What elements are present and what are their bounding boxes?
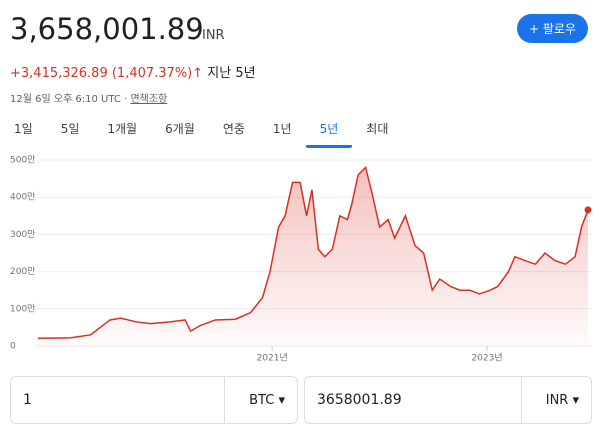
range-tabs: 1일 5일 1개월 6개월 연중 1년 5년 최대 [0, 116, 402, 148]
from-currency[interactable]: BTC ▾ [224, 377, 297, 423]
range-tab[interactable]: 최대 [366, 122, 389, 136]
last-point [584, 206, 592, 214]
range-tab[interactable]: 6개월 [165, 122, 195, 136]
y-tick-label: 400만 [10, 192, 35, 203]
price: 3,658,001.89 [10, 12, 204, 46]
currency: INR [202, 28, 225, 43]
to-label[interactable]: INR [545, 392, 569, 408]
y-tick-label: 500만 [10, 155, 35, 166]
x-tick-label: 2023년 [471, 353, 502, 364]
range-tab[interactable]: 1일 [14, 122, 33, 136]
range-tab[interactable]: 5일 [60, 122, 80, 136]
y-tick-label: 200만 [10, 266, 35, 277]
change-value: +3,415,326.89 (1,407.37%) [10, 66, 193, 81]
y-tick-label: 0 [10, 342, 16, 352]
x-tick-label: 2021년 [257, 353, 288, 364]
timestamp: 12월 6일 오후 6:10 UTC [10, 94, 121, 105]
amount-box[interactable]: 1 BTC ▾ [10, 376, 298, 424]
result[interactable]: 3658001.89 [317, 392, 402, 408]
chart: 0 100만 200만 300만 400만 500만 2021년 2023년 [10, 155, 592, 364]
y-tick-label: 300만 [10, 229, 35, 240]
result-box[interactable]: 3658001.89 INR ▾ [304, 376, 592, 424]
range-tab[interactable]: 연중 [222, 122, 245, 136]
from-label[interactable]: BTC [249, 392, 275, 408]
change: +3,415,326.89 (1,407.37%)↑ 지난 5년 [10, 62, 256, 81]
period: 지난 5년 [207, 66, 256, 81]
range-tab[interactable]: 1개월 [107, 122, 138, 136]
area-fill [38, 167, 588, 346]
disclaimer-link[interactable]: 면책조항 [130, 94, 168, 105]
to-currency[interactable]: INR ▾ [520, 377, 591, 423]
price-line [37, 165, 589, 339]
range-tab[interactable]: 5년 [305, 116, 353, 148]
amount[interactable]: 1 [23, 392, 32, 408]
range-tab[interactable]: 1년 [272, 122, 292, 136]
up-arrow: ↑ [192, 66, 204, 81]
follow-button[interactable]: + 팔로우 [517, 14, 588, 43]
y-tick-label: 100만 [10, 303, 35, 314]
follow-label[interactable]: 팔로우 [542, 22, 576, 36]
timestamp-line: 12월 6일 오후 6:10 UTC · 면책조항 [10, 94, 168, 105]
